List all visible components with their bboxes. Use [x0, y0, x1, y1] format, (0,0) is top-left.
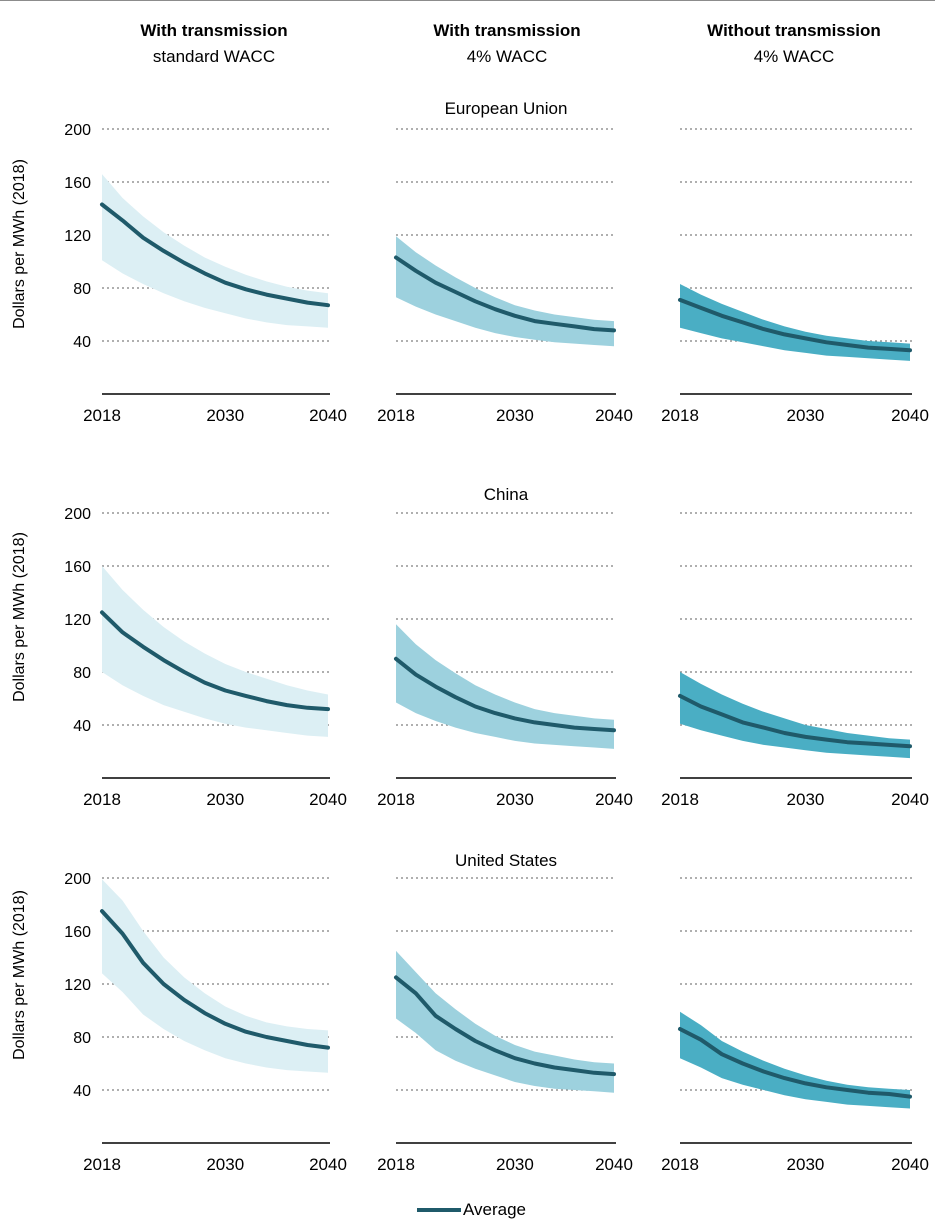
- top-rule: [0, 0, 935, 1]
- x-tick-label: 2018: [661, 406, 699, 425]
- y-tick-label: 160: [64, 924, 91, 941]
- x-tick-label: 2018: [83, 406, 121, 425]
- y-tick-label: 200: [64, 506, 91, 523]
- average-line: [678, 297, 912, 353]
- x-tick-label: 2030: [496, 1155, 534, 1174]
- x-tick-label: 2030: [496, 406, 534, 425]
- legend-average-label: Average: [463, 1200, 527, 1219]
- column-header-1: With transmission standard WACC: [84, 18, 344, 70]
- region-title-eu: European Union: [444, 99, 568, 118]
- x-tick-label: 2040: [891, 1155, 929, 1174]
- y-tick-label: 120: [64, 612, 91, 629]
- range-band: [396, 950, 614, 1093]
- y-tick-label: 160: [64, 559, 91, 576]
- average-line: [100, 610, 330, 712]
- average-line: [394, 255, 616, 333]
- x-tick-label: 2040: [309, 1155, 347, 1174]
- average-line: [394, 656, 616, 733]
- range-band: [396, 624, 614, 749]
- x-tick-label: 2030: [206, 1155, 244, 1174]
- y-tick-label: 80: [73, 1030, 91, 1047]
- y-tick-label: 80: [73, 665, 91, 682]
- range-band: [680, 284, 910, 361]
- x-tick-label: 2040: [891, 406, 929, 425]
- range-band: [680, 672, 910, 759]
- y-tick-label: 200: [64, 122, 91, 139]
- range-band: [102, 879, 328, 1073]
- legend-average-swatch: [417, 1208, 461, 1212]
- column-title: Without transmission: [707, 21, 881, 40]
- y-tick-label: 40: [73, 334, 91, 351]
- column-subtitle: 4% WACC: [466, 47, 548, 66]
- y-tick-label: 200: [64, 871, 91, 888]
- range-band: [396, 236, 614, 347]
- x-tick-label: 2030: [787, 406, 825, 425]
- legend: Average: [417, 1199, 526, 1221]
- range-band: [680, 1011, 910, 1109]
- x-tick-label: 2018: [661, 1155, 699, 1174]
- region-title-china: China: [483, 485, 529, 504]
- x-tick-label: 2040: [891, 790, 929, 809]
- x-tick-label: 2040: [595, 406, 633, 425]
- column-header-2: With transmission 4% WACC: [377, 18, 637, 70]
- x-tick-label: 2030: [787, 790, 825, 809]
- x-tick-label: 2018: [83, 790, 121, 809]
- average-line: [678, 1027, 912, 1099]
- x-tick-label: 2018: [377, 1155, 415, 1174]
- x-tick-label: 2030: [496, 790, 534, 809]
- y-tick-label: 120: [64, 228, 91, 245]
- x-tick-label: 2040: [595, 790, 633, 809]
- y-tick-label: 40: [73, 718, 91, 735]
- average-line: [678, 693, 912, 749]
- x-tick-label: 2030: [787, 1155, 825, 1174]
- y-tick-label: 160: [64, 175, 91, 192]
- y-tick-label: 120: [64, 977, 91, 994]
- range-band: [102, 174, 328, 328]
- column-subtitle: standard WACC: [152, 47, 276, 66]
- region-title-us: United States: [454, 851, 558, 870]
- column-header-3: Without transmission 4% WACC: [664, 18, 924, 70]
- x-tick-label: 2030: [206, 406, 244, 425]
- x-tick-label: 2030: [206, 790, 244, 809]
- x-tick-label: 2018: [377, 790, 415, 809]
- column-title: With transmission: [433, 21, 581, 40]
- average-line: [394, 975, 616, 1077]
- x-tick-label: 2018: [661, 790, 699, 809]
- y-tick-label: 80: [73, 281, 91, 298]
- x-tick-label: 2040: [595, 1155, 633, 1174]
- y-tick-label: 40: [73, 1083, 91, 1100]
- column-subtitle: 4% WACC: [753, 47, 835, 66]
- x-tick-label: 2018: [83, 1155, 121, 1174]
- x-tick-label: 2018: [377, 406, 415, 425]
- range-band: [102, 566, 328, 737]
- average-line: [100, 909, 330, 1050]
- column-title: With transmission: [140, 21, 288, 40]
- x-tick-label: 2040: [309, 790, 347, 809]
- average-line: [100, 202, 330, 308]
- x-tick-label: 2040: [309, 406, 347, 425]
